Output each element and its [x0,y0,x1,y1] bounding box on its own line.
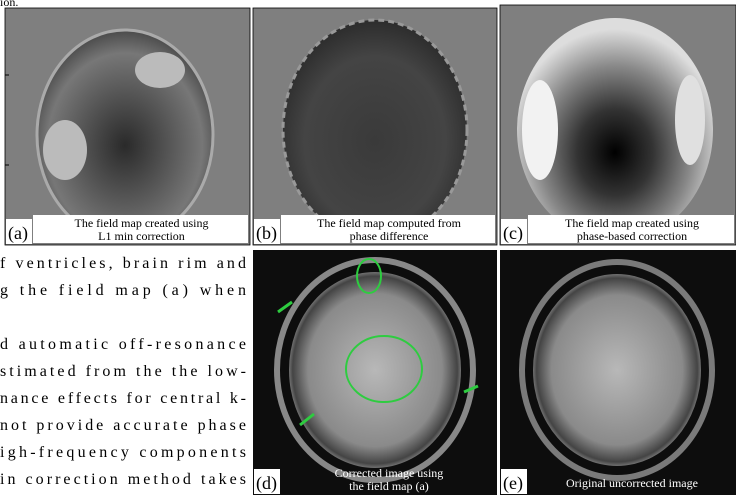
panel-c [500,5,736,245]
panel-label: (b) [256,223,277,244]
paragraph-line: not provide accurate phase [0,417,246,434]
panel-caption: phase-based correction [577,229,687,243]
paragraph-line: stimated from the the low- [0,363,246,380]
panel-caption: The field map created using [565,216,699,230]
panel-a [5,8,250,245]
paragraph-line: nance effects for central k- [0,390,246,407]
panel-caption: Original uncorrected image [566,476,698,490]
panel-caption: The field map computed from [317,216,462,230]
panel-label: (d) [256,473,277,494]
panel-caption: phase difference [350,229,429,243]
panel-caption: the field map (a) [349,479,429,493]
panel-caption: L1 min correction [98,229,185,243]
paragraph-line: d automatic off-resonance [0,336,246,353]
panel-label: (e) [503,473,523,494]
paragraph-line: in correction method takes [0,471,246,488]
panel-caption: Corrected image using [335,466,444,480]
paragraph-line: g the field map (a) when [0,282,246,299]
panel-d [253,250,497,495]
panel-b [253,8,497,245]
panel-label: (a) [8,223,28,244]
paragraph-line: igh-frequency components [0,444,246,461]
panel-caption: The field map created using [75,216,209,230]
figure-page: ion. (a)The field map created usin [0,0,736,495]
panel-label: (c) [503,223,523,244]
paragraph-line: f ventricles, brain rim and [0,255,246,272]
panel-e [500,250,736,495]
